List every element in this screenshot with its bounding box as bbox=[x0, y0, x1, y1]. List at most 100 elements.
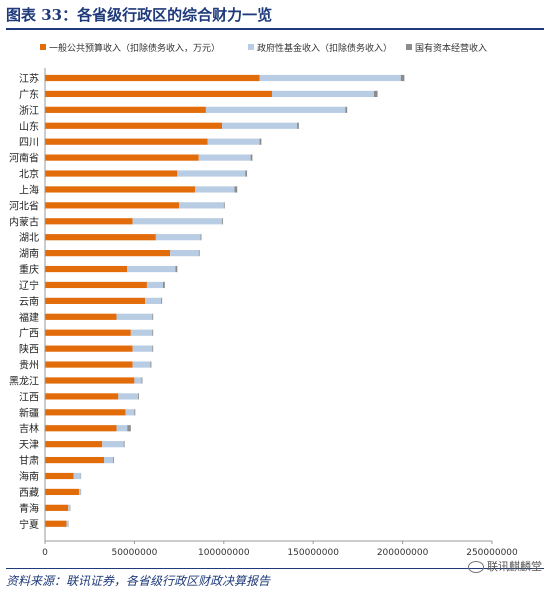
bar-28-series-0 bbox=[45, 520, 67, 527]
bar-17-series-2 bbox=[152, 345, 154, 352]
bar-1-series-2 bbox=[373, 90, 378, 98]
category-label-15: 福建 bbox=[19, 311, 39, 324]
category-label-24: 甘肃 bbox=[19, 454, 39, 467]
bar-23-series-2 bbox=[123, 441, 125, 448]
bar-15-series-1 bbox=[116, 313, 153, 320]
category-label-19: 黑龙江 bbox=[9, 374, 39, 387]
bars-group bbox=[45, 74, 405, 527]
bar-5-series-1 bbox=[198, 154, 251, 161]
bar-21-series-0 bbox=[45, 409, 126, 416]
bar-1-series-1 bbox=[272, 90, 374, 98]
bar-6-series-0 bbox=[45, 170, 178, 177]
category-label-3: 山东 bbox=[19, 120, 39, 133]
x-tick-label-2: 100000000 bbox=[198, 548, 250, 558]
bar-9-series-1 bbox=[132, 218, 223, 225]
bar-5-series-0 bbox=[45, 154, 199, 161]
bar-19-series-0 bbox=[45, 377, 135, 384]
wechat-icon bbox=[468, 561, 484, 573]
category-label-8: 河北省 bbox=[9, 199, 39, 212]
bar-21-series-1 bbox=[125, 409, 135, 416]
bar-7-series-1 bbox=[195, 186, 235, 193]
title-divider bbox=[6, 28, 544, 30]
category-label-11: 湖南 bbox=[19, 247, 39, 260]
x-tick-label-3: 150000000 bbox=[287, 548, 339, 558]
bar-6-series-1 bbox=[177, 170, 246, 177]
watermark-text: 联讯麒麟堂 bbox=[487, 560, 542, 573]
category-label-26: 西藏 bbox=[19, 487, 39, 499]
bar-4-series-0 bbox=[45, 138, 208, 145]
bar-13-series-0 bbox=[45, 281, 147, 289]
stacked-bar-chart: 一般公共预算收入（扣除债务收入，万元） 政府性基金收入（扣除债务收入） 国有资本经营… bbox=[9, 42, 518, 558]
category-label-16: 广西 bbox=[19, 328, 39, 340]
legend: 一般公共预算收入（扣除债务收入，万元） 政府性基金收入（扣除债务收入） 国有资本经营… bbox=[40, 42, 487, 54]
bar-10-series-1 bbox=[155, 234, 201, 241]
bar-28-series-1 bbox=[66, 520, 69, 527]
bar-0-series-0 bbox=[45, 74, 260, 82]
bar-23-series-0 bbox=[45, 441, 103, 448]
footer-divider bbox=[6, 568, 544, 569]
bar-13-series-1 bbox=[146, 281, 164, 289]
category-label-1: 广东 bbox=[19, 88, 39, 101]
legend-label-2: 国有资本经营收入 bbox=[415, 42, 487, 54]
bar-25-series-1 bbox=[73, 472, 81, 480]
bar-24-series-0 bbox=[45, 456, 105, 464]
bar-2-series-2 bbox=[345, 106, 348, 113]
bar-5-series-2 bbox=[250, 154, 253, 161]
category-label-20: 江西 bbox=[19, 391, 39, 403]
bar-17-series-1 bbox=[132, 345, 153, 352]
category-label-14: 云南 bbox=[19, 295, 39, 308]
bar-23-series-1 bbox=[102, 441, 124, 448]
chart-title: 图表 33：各省级行政区的综合财力一览 bbox=[6, 6, 273, 24]
bar-7-series-0 bbox=[45, 186, 196, 193]
bar-18-series-1 bbox=[132, 361, 151, 368]
bar-4-series-2 bbox=[259, 138, 262, 145]
bar-2-series-0 bbox=[45, 106, 206, 113]
category-label-21: 新疆 bbox=[19, 406, 39, 419]
legend-swatch-0 bbox=[40, 44, 46, 50]
bar-21-series-2 bbox=[134, 409, 136, 416]
bar-8-series-0 bbox=[45, 202, 180, 209]
bar-9-series-0 bbox=[45, 218, 133, 225]
source-note: 资料来源：联讯证券，各省级行政区财政决算报告 bbox=[6, 574, 271, 588]
bar-14-series-1 bbox=[145, 297, 162, 304]
bar-10-series-2 bbox=[200, 234, 202, 241]
category-label-0: 江苏 bbox=[19, 72, 39, 85]
legend-swatch-1 bbox=[248, 44, 254, 50]
bar-24-series-2 bbox=[112, 456, 114, 464]
bar-17-series-0 bbox=[45, 345, 133, 352]
bar-25-series-0 bbox=[45, 472, 74, 480]
category-label-22: 吉林 bbox=[19, 422, 39, 435]
bar-27-series-1 bbox=[68, 504, 71, 511]
bar-4-series-1 bbox=[207, 138, 260, 145]
bar-16-series-1 bbox=[130, 329, 153, 336]
category-label-25: 海南 bbox=[19, 470, 39, 483]
bar-26-series-1 bbox=[78, 488, 81, 496]
bar-19-series-1 bbox=[134, 377, 142, 384]
bar-15-series-2 bbox=[152, 313, 154, 320]
bar-22-series-0 bbox=[45, 425, 117, 432]
bar-18-series-0 bbox=[45, 361, 133, 368]
bar-18-series-2 bbox=[150, 361, 152, 368]
category-label-2: 浙江 bbox=[19, 105, 39, 117]
category-label-28: 宁夏 bbox=[19, 518, 39, 531]
watermark: 联讯麒麟堂 bbox=[468, 558, 542, 574]
category-label-27: 青海 bbox=[19, 502, 39, 515]
bar-2-series-1 bbox=[205, 106, 346, 113]
category-label-9: 内蒙古 bbox=[9, 215, 39, 228]
bar-12-series-1 bbox=[127, 265, 176, 273]
legend-swatch-2 bbox=[406, 44, 412, 50]
bar-12-series-2 bbox=[175, 265, 178, 273]
bar-8-series-2 bbox=[223, 202, 225, 209]
bar-12-series-0 bbox=[45, 265, 128, 273]
bar-11-series-0 bbox=[45, 250, 171, 257]
bar-3-series-0 bbox=[45, 122, 223, 129]
bar-7-series-2 bbox=[234, 186, 238, 193]
bar-14-series-2 bbox=[161, 297, 163, 304]
bar-27-series-0 bbox=[45, 504, 69, 511]
bar-0-series-2 bbox=[400, 74, 405, 82]
bar-16-series-0 bbox=[45, 329, 131, 336]
bar-6-series-2 bbox=[245, 170, 248, 177]
bar-20-series-1 bbox=[118, 393, 138, 400]
legend-label-0: 一般公共预算收入（扣除债务收入，万元） bbox=[49, 42, 220, 54]
x-tick-label-0: 0 bbox=[42, 548, 48, 558]
